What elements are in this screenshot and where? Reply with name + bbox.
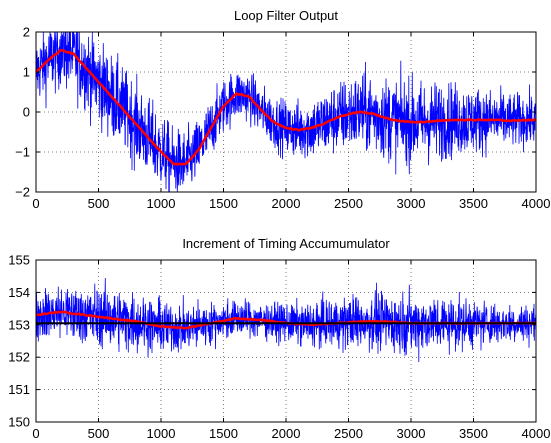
y-tick-label: 155 (8, 253, 30, 268)
series-filtered-trace (35, 48, 537, 166)
x-tick-label: 2500 (334, 196, 363, 211)
y-tick-label: 151 (8, 382, 30, 397)
x-tick-label: 1500 (209, 196, 238, 211)
series-noisy-trace (35, 31, 537, 193)
x-tick-label: 1000 (147, 426, 176, 441)
loop-filter-subplot: Loop Filter Output 0 500 1000 1500 2000 2500 3… (15, 8, 550, 211)
y-tick-label: 154 (8, 285, 30, 300)
timing-accumulator-title: Increment of Timing Accumumulator (182, 236, 390, 251)
x-tick-label: 4000 (522, 426, 551, 441)
loop-filter-series (35, 31, 537, 193)
x-tick-label: 0 (32, 196, 39, 211)
x-tick-label: 2500 (334, 426, 363, 441)
x-tick-label: 4000 (522, 196, 551, 211)
loop-filter-title: Loop Filter Output (234, 8, 338, 23)
y-tick-label: −1 (15, 145, 30, 160)
y-tick-label: 2 (23, 25, 30, 40)
timing-accumulator-subplot: Increment of Timing Accumumulator 0 500 10… (8, 236, 550, 441)
x-tick-label: 500 (88, 196, 110, 211)
y-tick-label: −2 (15, 185, 30, 200)
y-tick-label: 1 (23, 65, 30, 80)
y-tick-label: 0 (23, 105, 30, 120)
x-tick-label: 1500 (209, 426, 238, 441)
y-tick-label: 152 (8, 350, 30, 365)
x-tick-label: 3500 (459, 196, 488, 211)
timing-accumulator-series (35, 277, 537, 363)
series-noisy-trace (35, 277, 537, 363)
x-tick-label: 3500 (459, 426, 488, 441)
y-tick-label: 150 (8, 415, 30, 430)
x-tick-label: 0 (32, 426, 39, 441)
x-tick-label: 2000 (272, 426, 301, 441)
x-tick-label: 3000 (397, 426, 426, 441)
y-tick-label: 153 (8, 317, 30, 332)
x-tick-label: 500 (88, 426, 110, 441)
x-tick-label: 1000 (147, 196, 176, 211)
timing-accumulator-ticks: 0 500 1000 1500 2000 2500 3000 3500 4000 150 151 15… (8, 253, 550, 442)
x-tick-label: 2000 (272, 196, 301, 211)
x-tick-label: 3000 (397, 196, 426, 211)
loop-filter-ticks: 0 500 1000 1500 2000 2500 3000 3500 4000 −2 −1 0 1 2 (15, 25, 550, 212)
